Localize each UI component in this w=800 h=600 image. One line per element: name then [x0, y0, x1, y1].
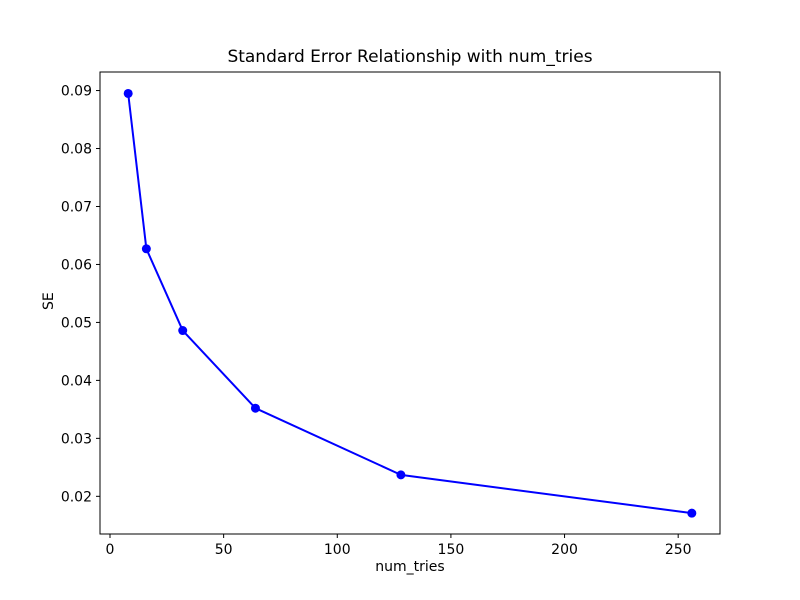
y-tick-label: 0.07 [61, 199, 92, 215]
data-point-marker [141, 244, 151, 254]
y-tick-label: 0.03 [61, 431, 92, 447]
se-line [127, 93, 692, 515]
y-tick-label: 0.05 [61, 315, 92, 331]
data-point-marker [178, 326, 188, 336]
y-tick-label: 0.08 [61, 142, 92, 158]
x-tick-label: 200 [551, 542, 578, 558]
plot-area-border [99, 71, 721, 535]
x-tick-label: 0 [106, 542, 115, 558]
x-tick-label: 100 [324, 542, 351, 558]
y-tick-label: 0.06 [61, 257, 92, 273]
y-tick-label: 0.02 [61, 489, 92, 505]
chart-title: Standard Error Relationship with num_tri… [227, 47, 593, 67]
x-axis-label: num_tries [375, 559, 445, 575]
x-tick-label: 250 [665, 542, 692, 558]
x-tick-label: 50 [215, 542, 233, 558]
y-tick-label: 0.09 [61, 84, 92, 100]
data-point-marker [687, 508, 697, 518]
data-point-marker [250, 403, 260, 413]
data-point-marker [396, 470, 406, 480]
data-point-marker [123, 88, 133, 98]
y-tick-label: 0.04 [61, 373, 92, 389]
x-tick-label: 150 [438, 542, 465, 558]
